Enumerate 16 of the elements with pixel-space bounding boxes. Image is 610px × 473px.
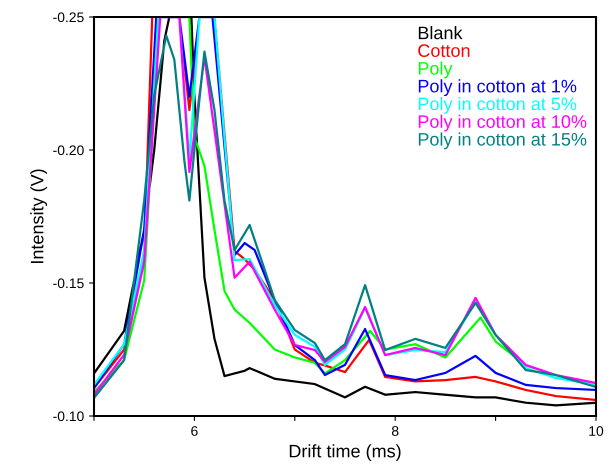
text: Poly in cotton at 10% [418,114,586,132]
x-tick-label: 8 [392,426,398,436]
x-axis-title: Drift time (ms) [290,444,401,462]
text: Poly in cotton at 15% [418,132,586,150]
y-tick-label: -0.10 [53,411,84,422]
x-tick-label: 10 [589,426,604,436]
text: Cotton [418,44,470,58]
text: Poly [418,61,452,78]
y-axis-title: Intensity (V) [30,169,48,263]
text: Blank [418,26,463,40]
text: Poly in cotton at 5% [418,96,576,114]
y-tick-label: -0.20 [53,145,84,156]
x-tick-label: 6 [191,426,198,436]
y-tick-label: -0.25 [53,12,84,22]
text: Poly in cotton at 1% [418,79,576,96]
y-tick-label: -0.15 [53,278,84,288]
